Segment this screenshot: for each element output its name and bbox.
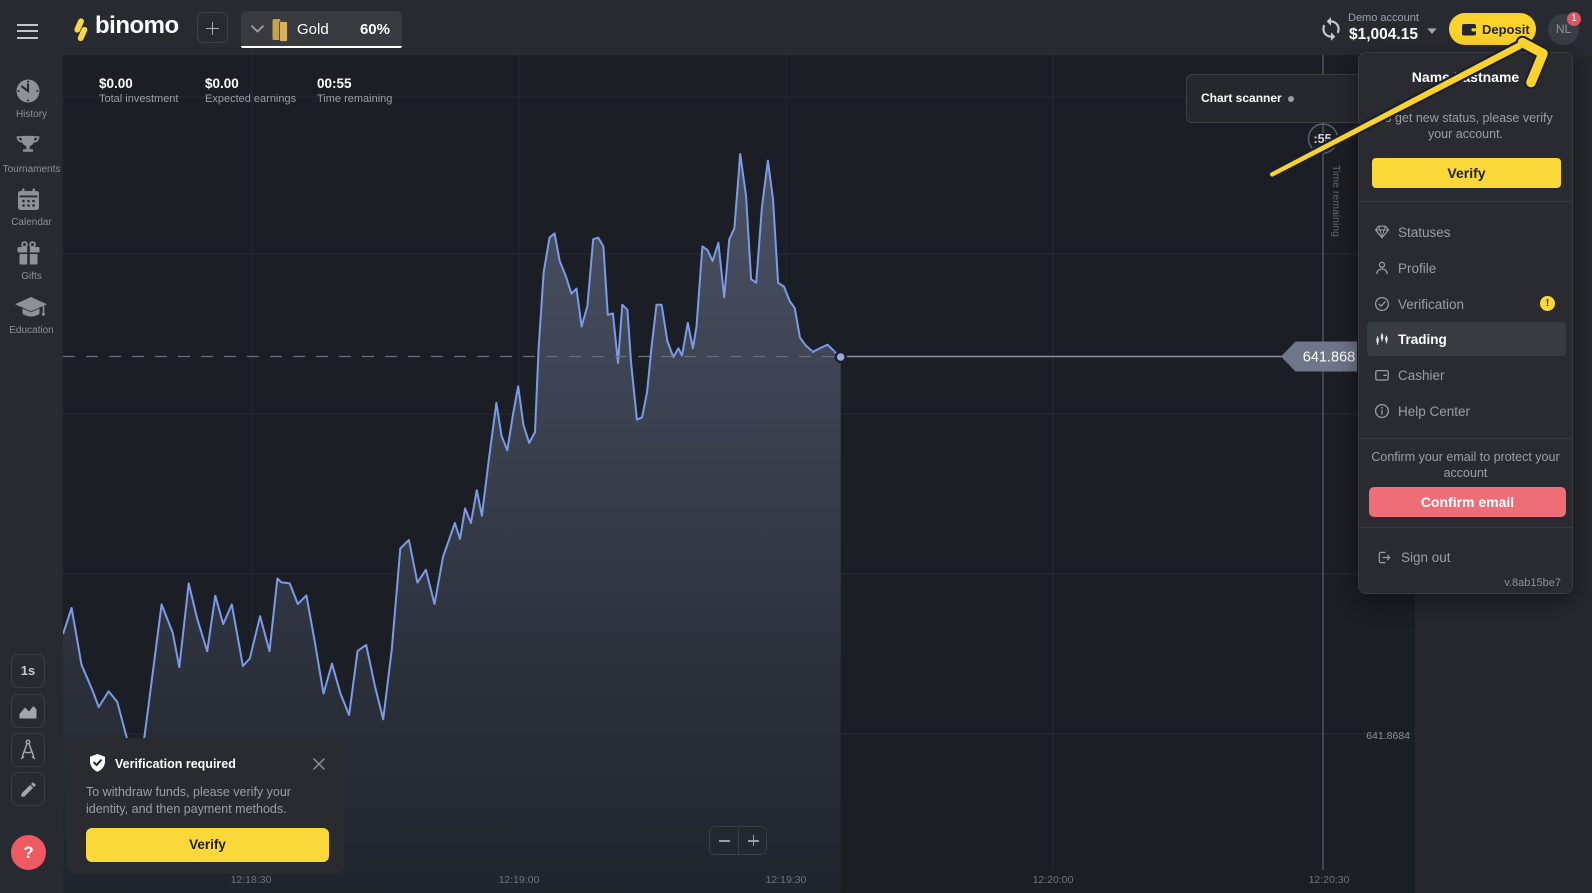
svg-text:641.868: 641.868 — [1303, 350, 1355, 366]
svg-text::55: :55 — [1313, 132, 1331, 146]
